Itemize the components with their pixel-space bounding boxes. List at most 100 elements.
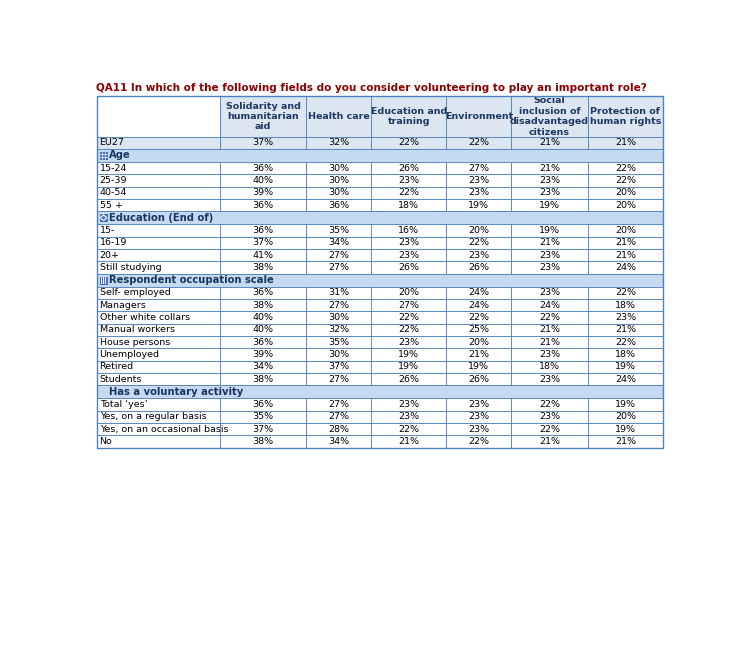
Text: 23%: 23% xyxy=(615,313,636,322)
Bar xyxy=(306,336,371,348)
Text: 19%: 19% xyxy=(398,350,419,359)
Text: Protection of
human rights: Protection of human rights xyxy=(590,107,661,126)
Bar xyxy=(446,299,511,312)
Bar xyxy=(306,410,371,423)
Bar xyxy=(96,149,663,162)
Bar xyxy=(588,312,663,324)
Bar xyxy=(220,249,306,261)
Bar xyxy=(220,398,306,410)
Bar xyxy=(371,336,446,348)
Bar xyxy=(446,199,511,211)
Bar xyxy=(306,261,371,274)
Bar xyxy=(220,162,306,174)
Text: 19%: 19% xyxy=(539,226,560,235)
Bar xyxy=(588,137,663,149)
Text: 22%: 22% xyxy=(468,437,489,446)
Text: 27%: 27% xyxy=(328,263,349,272)
Text: 20%: 20% xyxy=(468,337,489,347)
Text: 18%: 18% xyxy=(615,350,636,359)
Text: 32%: 32% xyxy=(328,138,349,147)
Text: Environment: Environment xyxy=(445,112,513,121)
Text: 23%: 23% xyxy=(468,251,489,260)
Bar xyxy=(446,224,511,237)
Text: 40%: 40% xyxy=(253,313,273,322)
Bar xyxy=(96,336,220,348)
Bar xyxy=(96,199,220,211)
Text: Yes, on a regular basis: Yes, on a regular basis xyxy=(99,412,206,421)
Bar xyxy=(306,286,371,299)
Bar xyxy=(511,174,588,186)
Text: Education (End of): Education (End of) xyxy=(109,213,213,223)
Text: 22%: 22% xyxy=(468,313,489,322)
Text: 23%: 23% xyxy=(398,412,419,421)
Text: 30%: 30% xyxy=(328,350,349,359)
Bar xyxy=(588,410,663,423)
Text: 23%: 23% xyxy=(539,188,560,198)
Text: 25%: 25% xyxy=(468,326,489,334)
Text: 38%: 38% xyxy=(253,300,273,310)
Bar xyxy=(220,324,306,336)
Bar xyxy=(220,199,306,211)
Bar xyxy=(511,199,588,211)
Text: 26%: 26% xyxy=(468,375,489,384)
Bar xyxy=(511,436,588,448)
Bar xyxy=(588,162,663,174)
Bar xyxy=(220,299,306,312)
Text: 21%: 21% xyxy=(539,138,560,147)
Text: 21%: 21% xyxy=(539,238,560,247)
Text: Self- employed: Self- employed xyxy=(99,288,170,297)
Bar xyxy=(371,97,446,137)
Text: Respondent occupation scale: Respondent occupation scale xyxy=(109,275,273,285)
Text: Total ‘yes’: Total ‘yes’ xyxy=(99,400,147,409)
Text: Manual workers: Manual workers xyxy=(99,326,175,334)
Text: 15-: 15- xyxy=(99,226,115,235)
Text: 39%: 39% xyxy=(253,188,273,198)
Text: 22%: 22% xyxy=(615,176,636,185)
Bar xyxy=(511,299,588,312)
Bar xyxy=(306,97,371,137)
Bar xyxy=(220,237,306,249)
Text: 27%: 27% xyxy=(328,412,349,421)
Bar xyxy=(220,286,306,299)
Bar xyxy=(588,249,663,261)
Bar xyxy=(371,199,446,211)
Text: 16-19: 16-19 xyxy=(99,238,127,247)
Bar xyxy=(306,186,371,199)
Bar xyxy=(96,261,220,274)
Text: 19%: 19% xyxy=(398,362,419,371)
Bar xyxy=(306,373,371,385)
Text: 38%: 38% xyxy=(253,375,273,384)
Bar xyxy=(96,186,220,199)
Text: 21%: 21% xyxy=(615,251,636,260)
Text: 23%: 23% xyxy=(398,400,419,409)
Bar xyxy=(96,324,220,336)
Bar xyxy=(511,336,588,348)
Text: 27%: 27% xyxy=(328,300,349,310)
Text: 37%: 37% xyxy=(253,424,273,434)
Bar xyxy=(588,186,663,199)
Text: 22%: 22% xyxy=(615,288,636,297)
Text: 23%: 23% xyxy=(468,188,489,198)
Text: 27%: 27% xyxy=(328,400,349,409)
Bar xyxy=(96,410,220,423)
Bar xyxy=(96,361,220,373)
Text: 18%: 18% xyxy=(398,201,419,210)
Bar xyxy=(371,224,446,237)
Text: 36%: 36% xyxy=(328,201,349,210)
Text: 36%: 36% xyxy=(253,400,273,409)
Text: 37%: 37% xyxy=(328,362,349,371)
Text: 22%: 22% xyxy=(398,188,419,198)
Bar xyxy=(220,336,306,348)
Bar xyxy=(96,385,663,398)
Bar xyxy=(371,137,446,149)
Text: 41%: 41% xyxy=(253,251,273,260)
Text: 21%: 21% xyxy=(615,326,636,334)
Bar xyxy=(96,299,220,312)
Bar xyxy=(588,299,663,312)
Bar xyxy=(220,97,306,137)
Text: 38%: 38% xyxy=(253,263,273,272)
Bar xyxy=(96,97,220,137)
Text: Other white collars: Other white collars xyxy=(99,313,190,322)
Text: 23%: 23% xyxy=(398,251,419,260)
Text: 23%: 23% xyxy=(539,176,560,185)
